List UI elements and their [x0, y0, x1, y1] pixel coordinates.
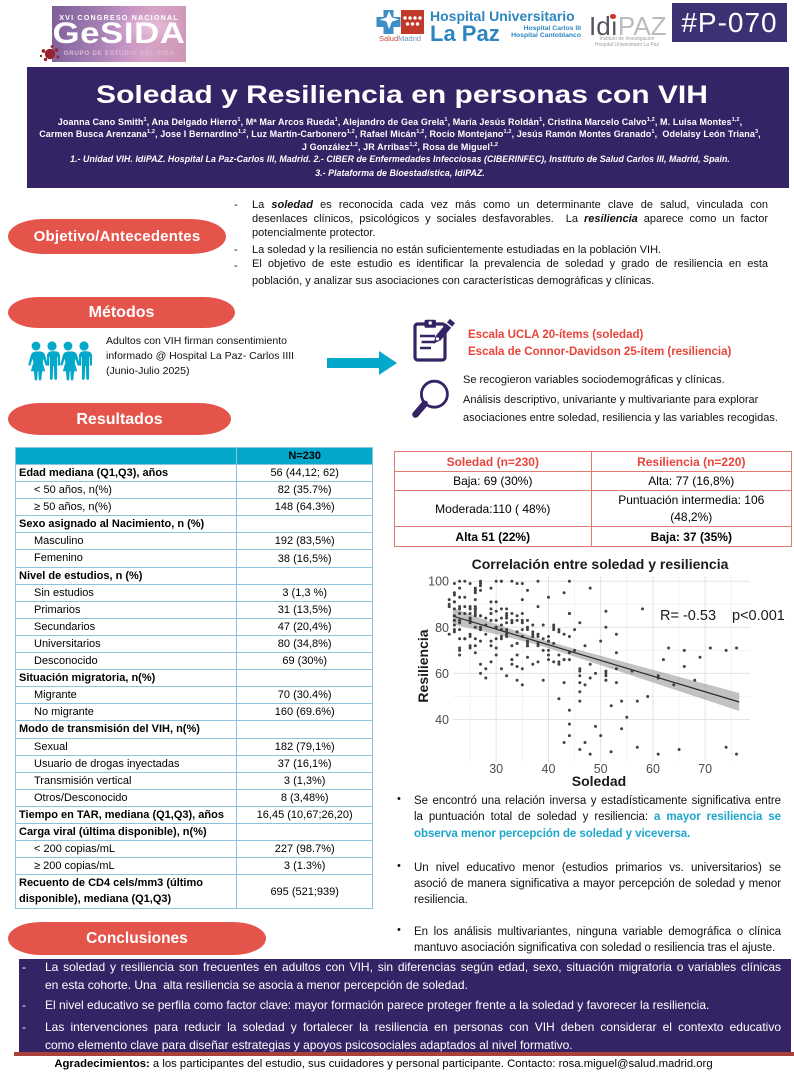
svg-text:80: 80 [435, 621, 449, 635]
svg-text:40: 40 [542, 762, 556, 776]
svg-text:60: 60 [646, 762, 660, 776]
svg-text:Soledad: Soledad [572, 773, 626, 788]
svg-text:Resiliencia: Resiliencia [415, 629, 431, 702]
svg-text:70: 70 [698, 762, 712, 776]
svg-text:50: 50 [594, 762, 608, 776]
svg-text:Correlación entre soledad y re: Correlación entre soledad y resiliencia [472, 556, 729, 572]
svg-text:R= -0.53: R= -0.53 [660, 608, 716, 624]
svg-text:p<0.001: p<0.001 [732, 608, 785, 624]
svg-text:60: 60 [435, 667, 449, 681]
svg-text:40: 40 [435, 713, 449, 727]
svg-text:100: 100 [428, 575, 449, 589]
svg-text:30: 30 [489, 762, 503, 776]
